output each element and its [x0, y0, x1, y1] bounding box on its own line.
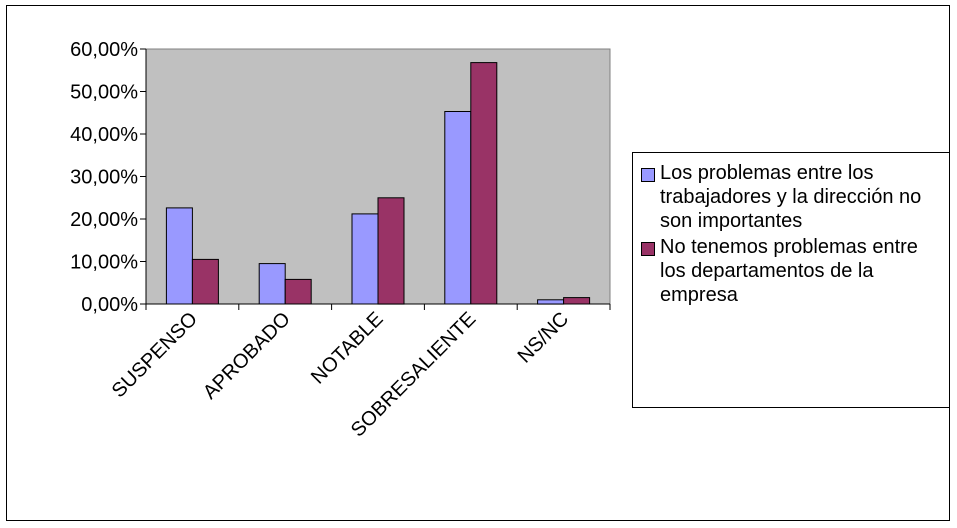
bar-series-1-ns-nc	[537, 299, 565, 305]
y-tick-labels: 0,00% 10,00% 20,00% 30,00% 40,00% 50,00% 60,00…	[70, 39, 138, 316]
bar-series-2-suspenso	[191, 258, 219, 305]
legend-label-series-2: No tenemos problemas entre los departame…	[660, 236, 918, 306]
x-tick-label: APROBADO	[199, 308, 295, 404]
y-tick-label: 0,00%	[81, 294, 138, 316]
legend-swatch-series-2	[641, 242, 655, 256]
legend-item-series-2: No tenemos problemas entre los departame…	[641, 235, 943, 307]
y-tick-label: 60,00%	[70, 39, 138, 61]
x-tick-label: NOTABLE	[307, 308, 388, 389]
y-tick-label: 40,00%	[70, 124, 138, 146]
axes-group	[140, 48, 611, 310]
bar-series-2-sobresaliente	[470, 62, 498, 305]
legend-label-series-1: Los problemas entre los trabajadores y l…	[660, 162, 922, 232]
bar-series-2-notable	[377, 197, 405, 305]
bar-series-1-suspenso	[165, 207, 193, 305]
legend-swatch-series-1	[641, 168, 655, 182]
y-tick-label: 30,00%	[70, 167, 138, 189]
y-tick-label: 20,00%	[70, 209, 138, 231]
bar-series-1-sobresaliente	[444, 111, 472, 305]
x-tick-label: NS/NC	[514, 308, 574, 368]
bar-series-1-aprobado	[258, 263, 286, 305]
bar-series-2-ns-nc	[563, 297, 591, 305]
y-tick-label: 50,00%	[70, 82, 138, 104]
legend: Los problemas entre los trabajadores y l…	[632, 152, 950, 408]
legend-item-series-1: Los problemas entre los trabajadores y l…	[641, 161, 943, 233]
bar-series-1-notable	[351, 213, 379, 305]
x-tick-label: SUSPENSO	[108, 308, 202, 402]
bar-series-2-aprobado	[284, 278, 312, 305]
y-tick-label: 10,00%	[70, 252, 138, 274]
